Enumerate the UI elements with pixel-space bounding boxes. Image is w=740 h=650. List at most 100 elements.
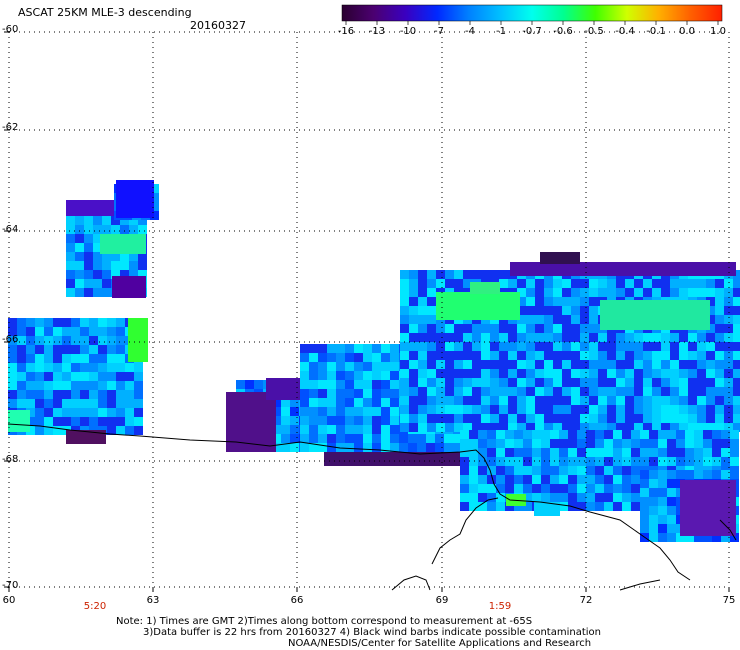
swath-cell	[571, 414, 580, 423]
swath-cell	[634, 378, 643, 387]
swath-cell	[658, 479, 667, 488]
swath-cell	[300, 380, 309, 389]
swath-cell	[272, 416, 281, 425]
swath-cell	[712, 470, 721, 479]
swath-cell	[559, 430, 568, 439]
swath-cell	[562, 333, 571, 342]
swath-cell	[472, 360, 481, 369]
swath-cell	[652, 351, 661, 360]
swath-cell	[715, 324, 724, 333]
swath-cell	[616, 405, 625, 414]
swath-cell	[688, 414, 697, 423]
swath-cell	[390, 425, 399, 434]
swath-cell	[715, 387, 724, 396]
swath-cell	[336, 407, 345, 416]
swath-cell	[703, 430, 712, 439]
swath-cell	[435, 434, 444, 443]
overpass-time: 1:59	[488, 601, 512, 612]
swath-cell	[670, 351, 679, 360]
swath-cell	[634, 387, 643, 396]
swath-cell	[80, 417, 89, 426]
swath-cell	[622, 502, 631, 511]
swath-cell	[84, 279, 93, 288]
swath-cell	[445, 333, 454, 342]
swath-cell	[134, 417, 143, 426]
swath-cell	[138, 270, 147, 279]
swath-cell	[80, 381, 89, 390]
swath-cell	[508, 333, 517, 342]
swath-cell	[706, 315, 715, 324]
swath-cell	[62, 327, 71, 336]
swath-cell	[517, 324, 526, 333]
swath-cell	[523, 466, 532, 475]
swath-cell	[327, 416, 336, 425]
swath-cell	[517, 387, 526, 396]
colorbar-label: -16	[337, 26, 355, 37]
swath-cell	[712, 448, 721, 457]
swath-cell	[35, 354, 44, 363]
swath-cell	[622, 493, 631, 502]
swath-cell	[345, 434, 354, 443]
swath-cell	[571, 378, 580, 387]
swath-cell	[544, 405, 553, 414]
swath-cell	[363, 434, 372, 443]
swath-cell	[116, 345, 125, 354]
swath-cell	[544, 297, 553, 306]
swath-cell	[354, 425, 363, 434]
swath-cell	[363, 425, 372, 434]
swath-cell	[98, 381, 107, 390]
swath-cell	[541, 466, 550, 475]
swath-cell	[427, 414, 436, 423]
swath-cell	[300, 407, 309, 416]
swath-cell	[400, 405, 409, 414]
swath-cell	[661, 414, 670, 423]
swath-cell	[454, 387, 463, 396]
swath-cell	[472, 414, 481, 423]
swath-cell	[445, 324, 454, 333]
swath-cell	[706, 333, 715, 342]
swath-cell	[652, 423, 661, 432]
swath-cell	[550, 430, 559, 439]
swath-cell	[336, 434, 345, 443]
swath-cell	[595, 475, 604, 484]
swath-cell	[649, 430, 658, 439]
swath-cell	[724, 396, 733, 405]
swath-cell	[409, 414, 418, 423]
swath-cell	[17, 381, 26, 390]
swath-cell	[427, 297, 436, 306]
swath-cell	[679, 423, 688, 432]
swath-cell	[697, 351, 706, 360]
swath-cell	[354, 362, 363, 371]
swath-cell	[336, 416, 345, 425]
swath-cell	[318, 416, 327, 425]
swath-cell	[427, 387, 436, 396]
swath-cell	[290, 416, 299, 425]
swath-cell	[508, 387, 517, 396]
swath-cell	[372, 398, 381, 407]
swath-cell	[409, 360, 418, 369]
swath-cell	[372, 434, 381, 443]
swath-cell	[712, 430, 721, 439]
swath-cell	[526, 396, 535, 405]
swath-cell	[679, 387, 688, 396]
swath-cell	[44, 426, 53, 435]
swath-cell	[454, 342, 463, 351]
swath-cell	[318, 425, 327, 434]
swath-cell	[281, 407, 290, 416]
swath-cell	[571, 360, 580, 369]
swath-cell	[670, 360, 679, 369]
swath-cell	[706, 378, 715, 387]
swath-cell	[589, 369, 598, 378]
swath-cell	[535, 369, 544, 378]
swath-cell	[733, 315, 740, 324]
swath-cell	[510, 262, 736, 276]
swath-cell	[354, 434, 363, 443]
swath-cell	[532, 439, 541, 448]
swath-cell	[134, 363, 143, 372]
swath-cell	[532, 493, 541, 502]
swath-cell	[409, 405, 418, 414]
swath-cell	[318, 434, 327, 443]
swath-cell	[697, 387, 706, 396]
swath-cell	[589, 324, 598, 333]
swath-cell	[418, 270, 427, 279]
